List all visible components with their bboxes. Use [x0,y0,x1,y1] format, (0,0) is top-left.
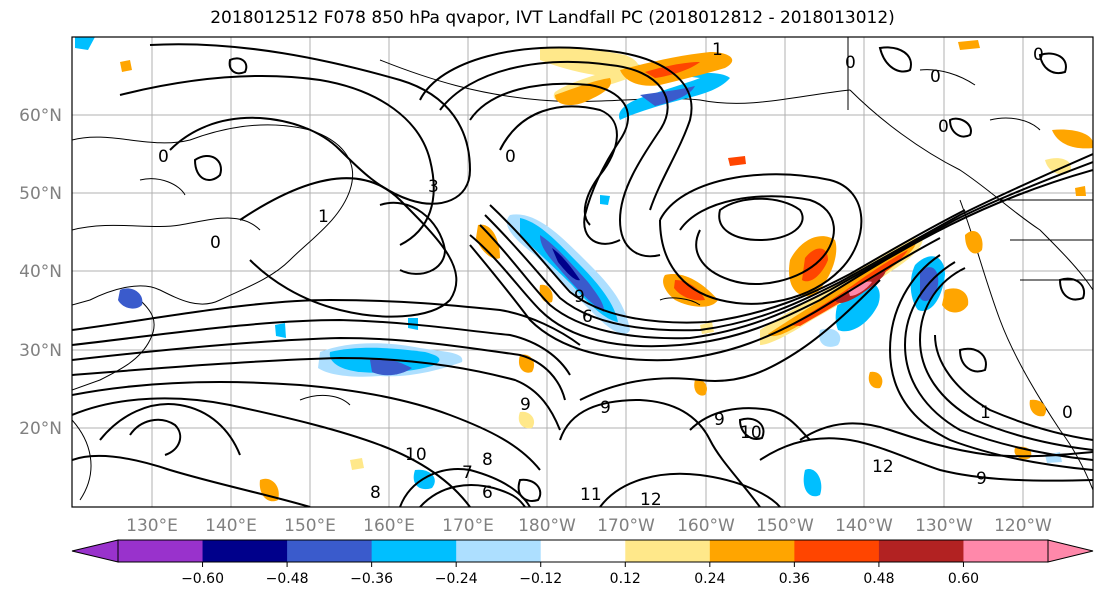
lat-label: 40°N [19,262,62,282]
contour-label: 0 [1062,403,1073,423]
colorbar-segment [202,540,288,562]
map-title: 2018012512 F078 850 hPa qvapor, IVT Land… [210,8,895,28]
contour-label: 9 [600,398,611,418]
colorbar-segment [625,540,711,562]
contour-label: 12 [640,490,662,510]
colorbar-extend-max [1047,539,1094,563]
contour-label: 9 [520,395,531,415]
lon-label: 120°W [994,516,1052,536]
contour-label: 10 [405,445,427,465]
colorbar-tick-label: −0.24 [435,571,478,587]
contour-label: 8 [370,483,381,503]
contour-labels: 0 0 0 0 0 0 1 3 0 1 9 9 10 10 11 12 12 9… [158,40,1073,510]
colorbar-segment [456,540,542,562]
colorbar-tick-label: 0.36 [779,571,810,587]
contour-label: 11 [580,485,602,505]
lon-label: 130°E [126,516,178,536]
longitude-labels: 130°E 140°E 150°E 160°E 170°E 180°W 170°… [126,516,1052,536]
lon-label: 130°W [915,516,973,536]
lon-label: 170°E [442,516,494,536]
colorbar-tick-label: −0.48 [266,571,309,587]
colorbar-tick-label: −0.36 [350,571,393,587]
contour-label: 0 [505,147,516,167]
lon-label: 160°E [363,516,415,536]
contour-label: 0 [845,53,856,73]
lon-label: 140°W [835,516,893,536]
colorbar: −0.60 −0.48 −0.36 −0.24 −0.12 0.12 0.24 0.36 0.4… [71,539,1094,587]
colorbar-segment [794,540,880,562]
lon-label: 140°E [205,516,257,536]
contour-label: 0 [938,117,949,137]
colorbar-tick-label: −0.12 [519,571,562,587]
colorbar-segment [118,540,204,562]
contour-label: 0 [210,233,221,253]
lon-label: 170°W [597,516,655,536]
contour-label: 1 [980,403,991,423]
positive-anomaly-shading [120,40,1093,502]
ivt-contours [72,43,1093,507]
colorbar-extend-min [71,539,119,563]
lat-label: 30°N [19,341,62,361]
contour-label: 0 [158,147,169,167]
colorbar-segment [963,540,1049,562]
contour-label: 8 [482,450,493,470]
colorbar-tick-label: 0.60 [948,571,979,587]
gridlines [72,37,1093,507]
contour-label: 1 [712,40,723,60]
contour-label: 0 [930,67,941,87]
contour-label: 9 [976,469,987,489]
coastlines [72,37,1093,501]
lat-label: 20°N [19,419,62,439]
colorbar-outline [117,539,1049,563]
colorbar-tick-label: −0.60 [181,571,224,587]
lon-label: 150°E [284,516,336,536]
lon-label: 160°W [677,516,735,536]
colorbar-segment [709,540,795,562]
colorbar-tick-label: 0.48 [863,571,894,587]
colorbar-segment [287,540,373,562]
contour-label: 0 [1033,45,1044,65]
contour-label: 1 [318,207,329,227]
colorbar-segment [371,540,457,562]
contour-label: 9 [574,287,585,307]
zero-contours [72,69,1041,406]
contour-label: 12 [872,457,894,477]
colorbar-tick-label: 0.12 [610,571,641,587]
lat-label: 50°N [19,184,62,204]
lon-label: 150°W [756,516,814,536]
contour-label: 10 [740,423,762,443]
contour-label: 6 [582,307,593,327]
contour-label: 6 [482,483,493,503]
map-border [71,36,1094,508]
colorbar-segment [540,540,626,562]
contour-label: 7 [462,463,473,483]
contour-label: 3 [428,177,439,197]
colorbar-tick-label: 0.24 [694,571,725,587]
lat-label: 60°N [19,106,62,126]
colorbar-segment [878,540,964,562]
contour-label: 9 [714,410,725,430]
lon-label: 180°W [518,516,576,536]
negative-anomaly-shading [75,37,1062,497]
latitude-labels: 60°N 50°N 40°N 30°N 20°N [19,106,62,439]
